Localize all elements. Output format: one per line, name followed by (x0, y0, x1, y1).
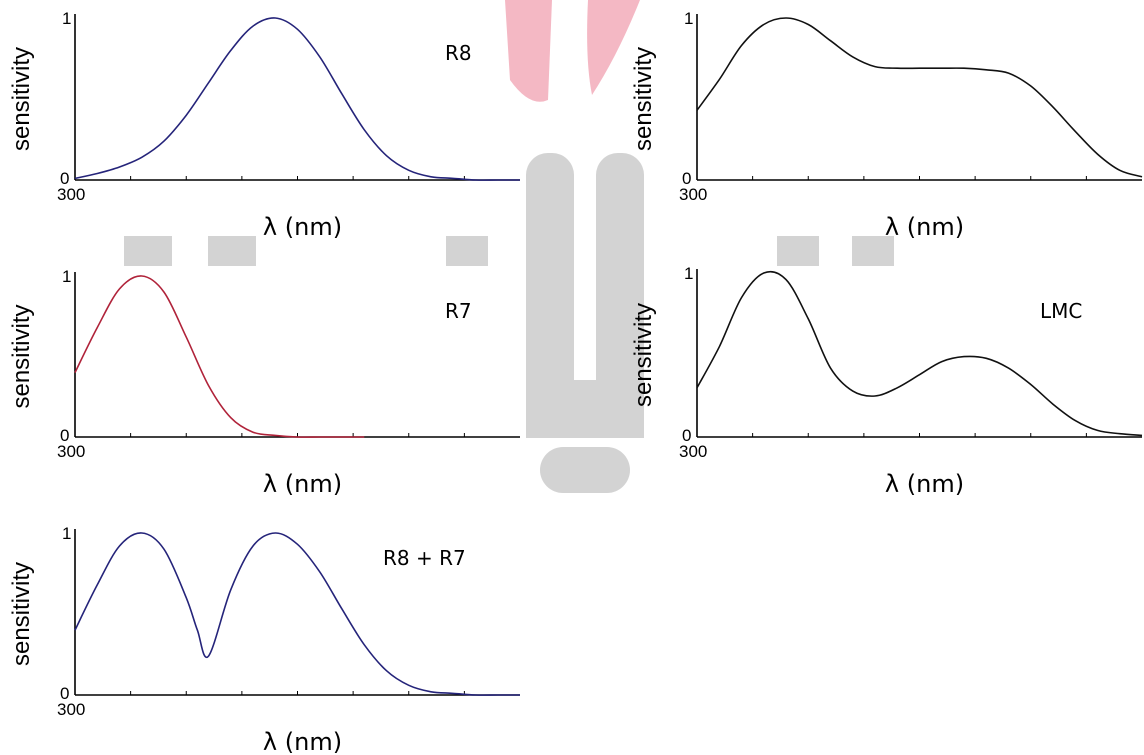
series-line (74, 532, 520, 696)
gray-dash-5 (852, 236, 894, 266)
y-tick-label-1: 1 (684, 9, 693, 28)
x-tick-label: 300 (57, 700, 85, 719)
x-tick-label: 300 (57, 185, 85, 204)
x-axis-label: λ (nm) (885, 213, 964, 241)
panel-label: LMC (1040, 299, 1082, 323)
x-axis-label: λ (nm) (263, 470, 342, 498)
y-tick-label-1: 1 (62, 267, 71, 286)
x-tick-label: 300 (679, 185, 707, 204)
pink-shape-left (505, 0, 552, 102)
gray-dash-4 (777, 236, 819, 266)
y-tick-label-0: 0 (60, 684, 69, 703)
y-tick-label-1: 1 (62, 524, 71, 543)
y-tick-label-0: 0 (60, 169, 69, 188)
gray-blob-bottom (540, 447, 630, 493)
y-axis-label: sensitivity (8, 562, 35, 666)
gray-dash-2 (208, 236, 256, 266)
y-axis-label: sensitivity (630, 303, 657, 407)
gray-pillar-right (596, 153, 644, 438)
y-axis-label: sensitivity (8, 47, 35, 151)
x-axis-label: λ (nm) (885, 470, 964, 498)
gray-pillar-base (526, 380, 644, 438)
y-tick-label-1: 1 (684, 264, 693, 283)
pink-shape-right (587, 0, 640, 95)
series-line (74, 17, 520, 181)
gray-dash-3 (446, 236, 488, 266)
background-schematic (124, 0, 894, 493)
gray-dash-1 (124, 236, 172, 266)
y-tick-label-0: 0 (60, 426, 69, 445)
x-axis-label: λ (nm) (263, 728, 342, 755)
x-tick-label: 300 (57, 442, 85, 461)
series-line (696, 17, 1143, 178)
y-tick-label-0: 0 (682, 426, 691, 445)
panel-label: R8 (445, 41, 472, 65)
x-axis-label: λ (nm) (263, 213, 342, 241)
y-tick-label-1: 1 (62, 9, 71, 28)
y-axis-label: sensitivity (630, 47, 657, 151)
panel-label: R8 + R7 (383, 546, 466, 570)
series-line (696, 270, 1143, 437)
gray-pillar-left (526, 153, 574, 438)
x-tick-label: 300 (679, 442, 707, 461)
panel-label: R7 (445, 299, 472, 323)
y-axis-label: sensitivity (8, 304, 35, 408)
y-tick-label-0: 0 (682, 169, 691, 188)
series-line (74, 275, 365, 438)
